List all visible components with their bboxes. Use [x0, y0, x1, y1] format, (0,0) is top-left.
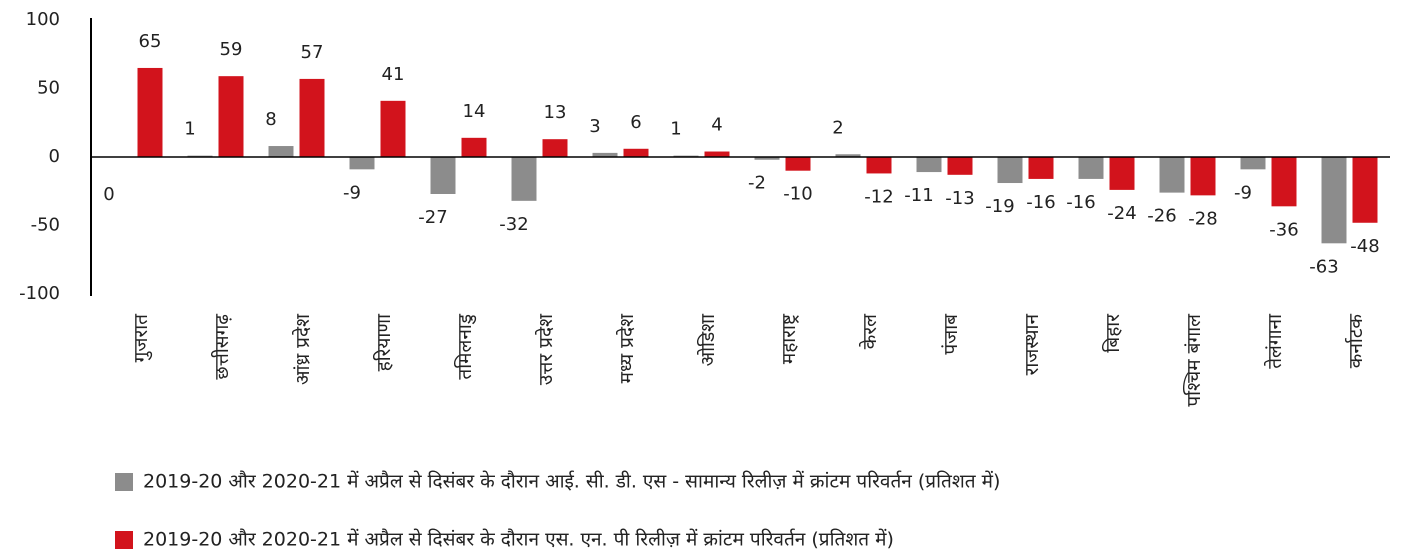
value-label: -11	[904, 185, 933, 206]
value-label: -27	[418, 207, 447, 228]
bar	[511, 157, 537, 201]
value-label: -12	[864, 186, 893, 207]
bar	[1271, 157, 1297, 207]
x-tick-label: छत्तीसगढ़	[210, 314, 233, 380]
value-label: -2	[748, 173, 766, 194]
bar	[268, 146, 294, 157]
bar	[218, 76, 244, 157]
bar	[1159, 157, 1185, 193]
value-label: 57	[301, 42, 324, 63]
value-label: -9	[1234, 182, 1252, 203]
bar	[866, 157, 892, 174]
bar	[1240, 157, 1266, 170]
value-label: -10	[783, 184, 812, 205]
value-label: 4	[711, 115, 722, 136]
bar	[1321, 157, 1347, 244]
value-label: 8	[265, 109, 276, 130]
value-label: -9	[343, 182, 361, 203]
bar	[704, 151, 730, 157]
y-tick-label: 0	[49, 146, 60, 167]
bar	[947, 157, 973, 175]
x-tick-label: ओडिशा	[696, 313, 719, 366]
legend-label: 2019-20 और 2020-21 में अप्रैल से दिसंबर …	[143, 528, 894, 551]
value-label: 3	[589, 116, 600, 137]
legend-swatch	[115, 473, 133, 491]
bar	[1352, 157, 1378, 223]
value-label: 14	[463, 101, 486, 122]
x-tick-label: उत्तर प्रदेश	[534, 313, 557, 385]
value-label: -48	[1350, 236, 1379, 257]
bar	[835, 154, 861, 157]
x-tick-label: महाराष्ट्र	[778, 313, 800, 364]
value-label: -63	[1309, 256, 1338, 277]
bar	[1078, 157, 1104, 179]
bar	[430, 157, 456, 194]
value-label: -36	[1269, 219, 1298, 240]
bar	[137, 67, 163, 157]
bar	[754, 157, 780, 160]
value-label: -16	[1066, 192, 1095, 213]
x-tick-label: आंध्र प्रदेश	[291, 313, 314, 385]
x-tick-label: बिहार	[1101, 313, 1124, 353]
x-tick-label: तेलंगाना	[1263, 313, 1286, 369]
value-label: -32	[499, 214, 528, 235]
bar	[592, 152, 618, 157]
bar	[299, 78, 325, 157]
bar	[380, 100, 406, 157]
value-label: 41	[382, 64, 405, 85]
x-tick-label: पंजाब	[940, 313, 962, 355]
legend-swatch	[115, 531, 133, 549]
bar	[461, 137, 487, 157]
y-tick-label: 50	[37, 78, 60, 99]
bar	[1109, 157, 1135, 190]
legend-label: 2019-20 और 2020-21 में अप्रैल से दिसंबर …	[143, 470, 1000, 493]
y-tick-label: -100	[19, 283, 60, 304]
value-label: -16	[1026, 192, 1055, 213]
value-label: 6	[630, 112, 641, 133]
value-label: -13	[945, 188, 974, 209]
value-label: -19	[985, 196, 1014, 217]
value-label: 1	[670, 119, 681, 140]
bar	[916, 157, 942, 173]
value-label: 59	[220, 39, 243, 60]
x-tick-label: तमिलनाडु	[453, 313, 477, 379]
bar	[785, 157, 811, 171]
value-label: -26	[1147, 206, 1176, 227]
value-label: 2	[832, 117, 843, 138]
value-label: -28	[1188, 208, 1217, 229]
x-tick-label: गुजरात	[130, 313, 153, 362]
value-label: 65	[139, 31, 162, 52]
x-tick-label: हरियाणा	[372, 313, 395, 371]
y-tick-label: -50	[31, 215, 60, 236]
bar	[349, 157, 375, 170]
x-tick-label: पश्चिम बंगाल	[1182, 313, 1205, 407]
bar	[997, 157, 1023, 184]
value-label: 13	[544, 102, 567, 123]
y-tick-label: 100	[26, 9, 60, 30]
bar	[623, 148, 649, 157]
value-label: 1	[184, 119, 195, 140]
value-label: -24	[1107, 203, 1136, 224]
bar	[542, 139, 568, 157]
x-tick-label: केरल	[858, 313, 881, 349]
x-tick-label: राजस्थान	[1021, 314, 1043, 376]
value-label: 0	[103, 184, 114, 205]
bar	[1190, 157, 1216, 196]
x-tick-label: मध्य प्रदेश	[615, 313, 638, 383]
x-tick-label: कर्नाटक	[1344, 314, 1367, 369]
bar	[1028, 157, 1054, 179]
